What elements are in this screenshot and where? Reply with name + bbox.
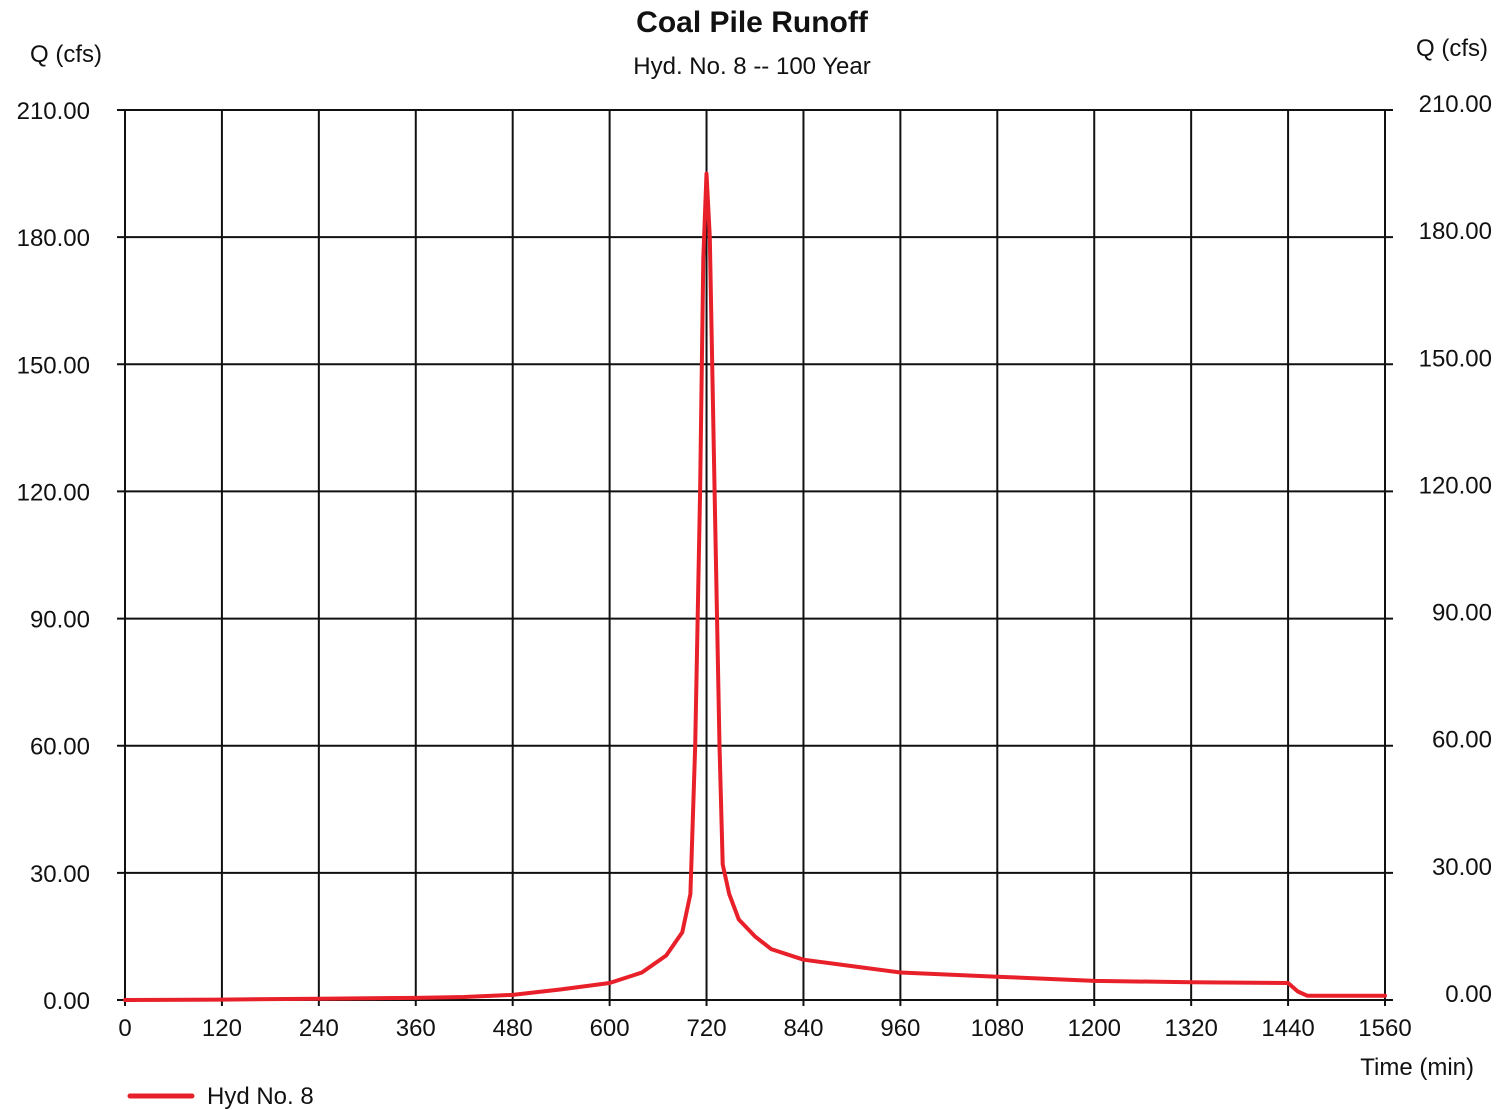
y-tick-label-right: 180.00 (1419, 218, 1492, 245)
y-tick-label-left: 30.00 (30, 861, 90, 888)
series-layer (123, 171, 1387, 1002)
grid-lines (117, 109, 1393, 1006)
x-tick-label: 360 (396, 1015, 436, 1042)
x-tick-label: 840 (783, 1015, 823, 1042)
y-tick-label-left: 150.00 (17, 352, 90, 379)
y-tick-label-left: 120.00 (17, 479, 90, 506)
x-axis-label: Time (min) (1360, 1054, 1474, 1081)
y-tick-labels-right: 0.00 30.00 60.00 90.00 120.00 150.00 180.00 210… (1419, 91, 1492, 1008)
x-tick-label: 1560 (1358, 1015, 1411, 1042)
y-tick-label-left: 210.00 (17, 98, 90, 125)
y-tick-label-right: 0.00 (1445, 981, 1492, 1008)
y-tick-label-left: 180.00 (17, 225, 90, 252)
x-tick-labels: 0 120 240 360 480 600 720 840 960 1080 1200 1320 144… (118, 1015, 1411, 1042)
x-tick-label: 1440 (1261, 1015, 1314, 1042)
chart-title: Coal Pile Runoff (636, 6, 869, 39)
legend: Hyd No. 8 (127, 1083, 314, 1110)
y-tick-label-right: 120.00 (1419, 472, 1492, 499)
y-axis-label-right: Q (cfs) (1416, 35, 1488, 62)
y-tick-label-left: 0.00 (43, 988, 90, 1015)
x-tick-label: 240 (299, 1015, 339, 1042)
x-tick-label: 1200 (1068, 1015, 1121, 1042)
x-tick-label: 120 (202, 1015, 242, 1042)
chart-subtitle: Hyd. No. 8 -- 100 Year (633, 53, 870, 80)
y-tick-label-left: 60.00 (30, 734, 90, 761)
x-tick-label: 720 (687, 1015, 727, 1042)
plot-frame (124, 109, 1386, 1001)
y-tick-label-right: 60.00 (1432, 727, 1492, 754)
x-tick-label: 1320 (1164, 1015, 1217, 1042)
x-tick-label: 600 (590, 1015, 630, 1042)
y-tick-label-right: 30.00 (1432, 854, 1492, 881)
y-tick-label-left: 90.00 (30, 607, 90, 634)
x-tick-label: 0 (118, 1015, 131, 1042)
series-line-hyd-no-8 (123, 171, 1387, 1002)
y-tick-label-right: 210.00 (1419, 91, 1492, 118)
x-tick-label: 960 (880, 1015, 920, 1042)
y-tick-label-right: 150.00 (1419, 345, 1492, 372)
y-tick-labels-left: 0.00 30.00 60.00 90.00 120.00 150.00 180.00 210… (17, 98, 90, 1015)
x-tick-label: 480 (493, 1015, 533, 1042)
x-tick-label: 1080 (971, 1015, 1024, 1042)
legend-label: Hyd No. 8 (207, 1083, 314, 1110)
y-tick-label-right: 90.00 (1432, 600, 1492, 627)
y-axis-label-left: Q (cfs) (30, 41, 102, 68)
